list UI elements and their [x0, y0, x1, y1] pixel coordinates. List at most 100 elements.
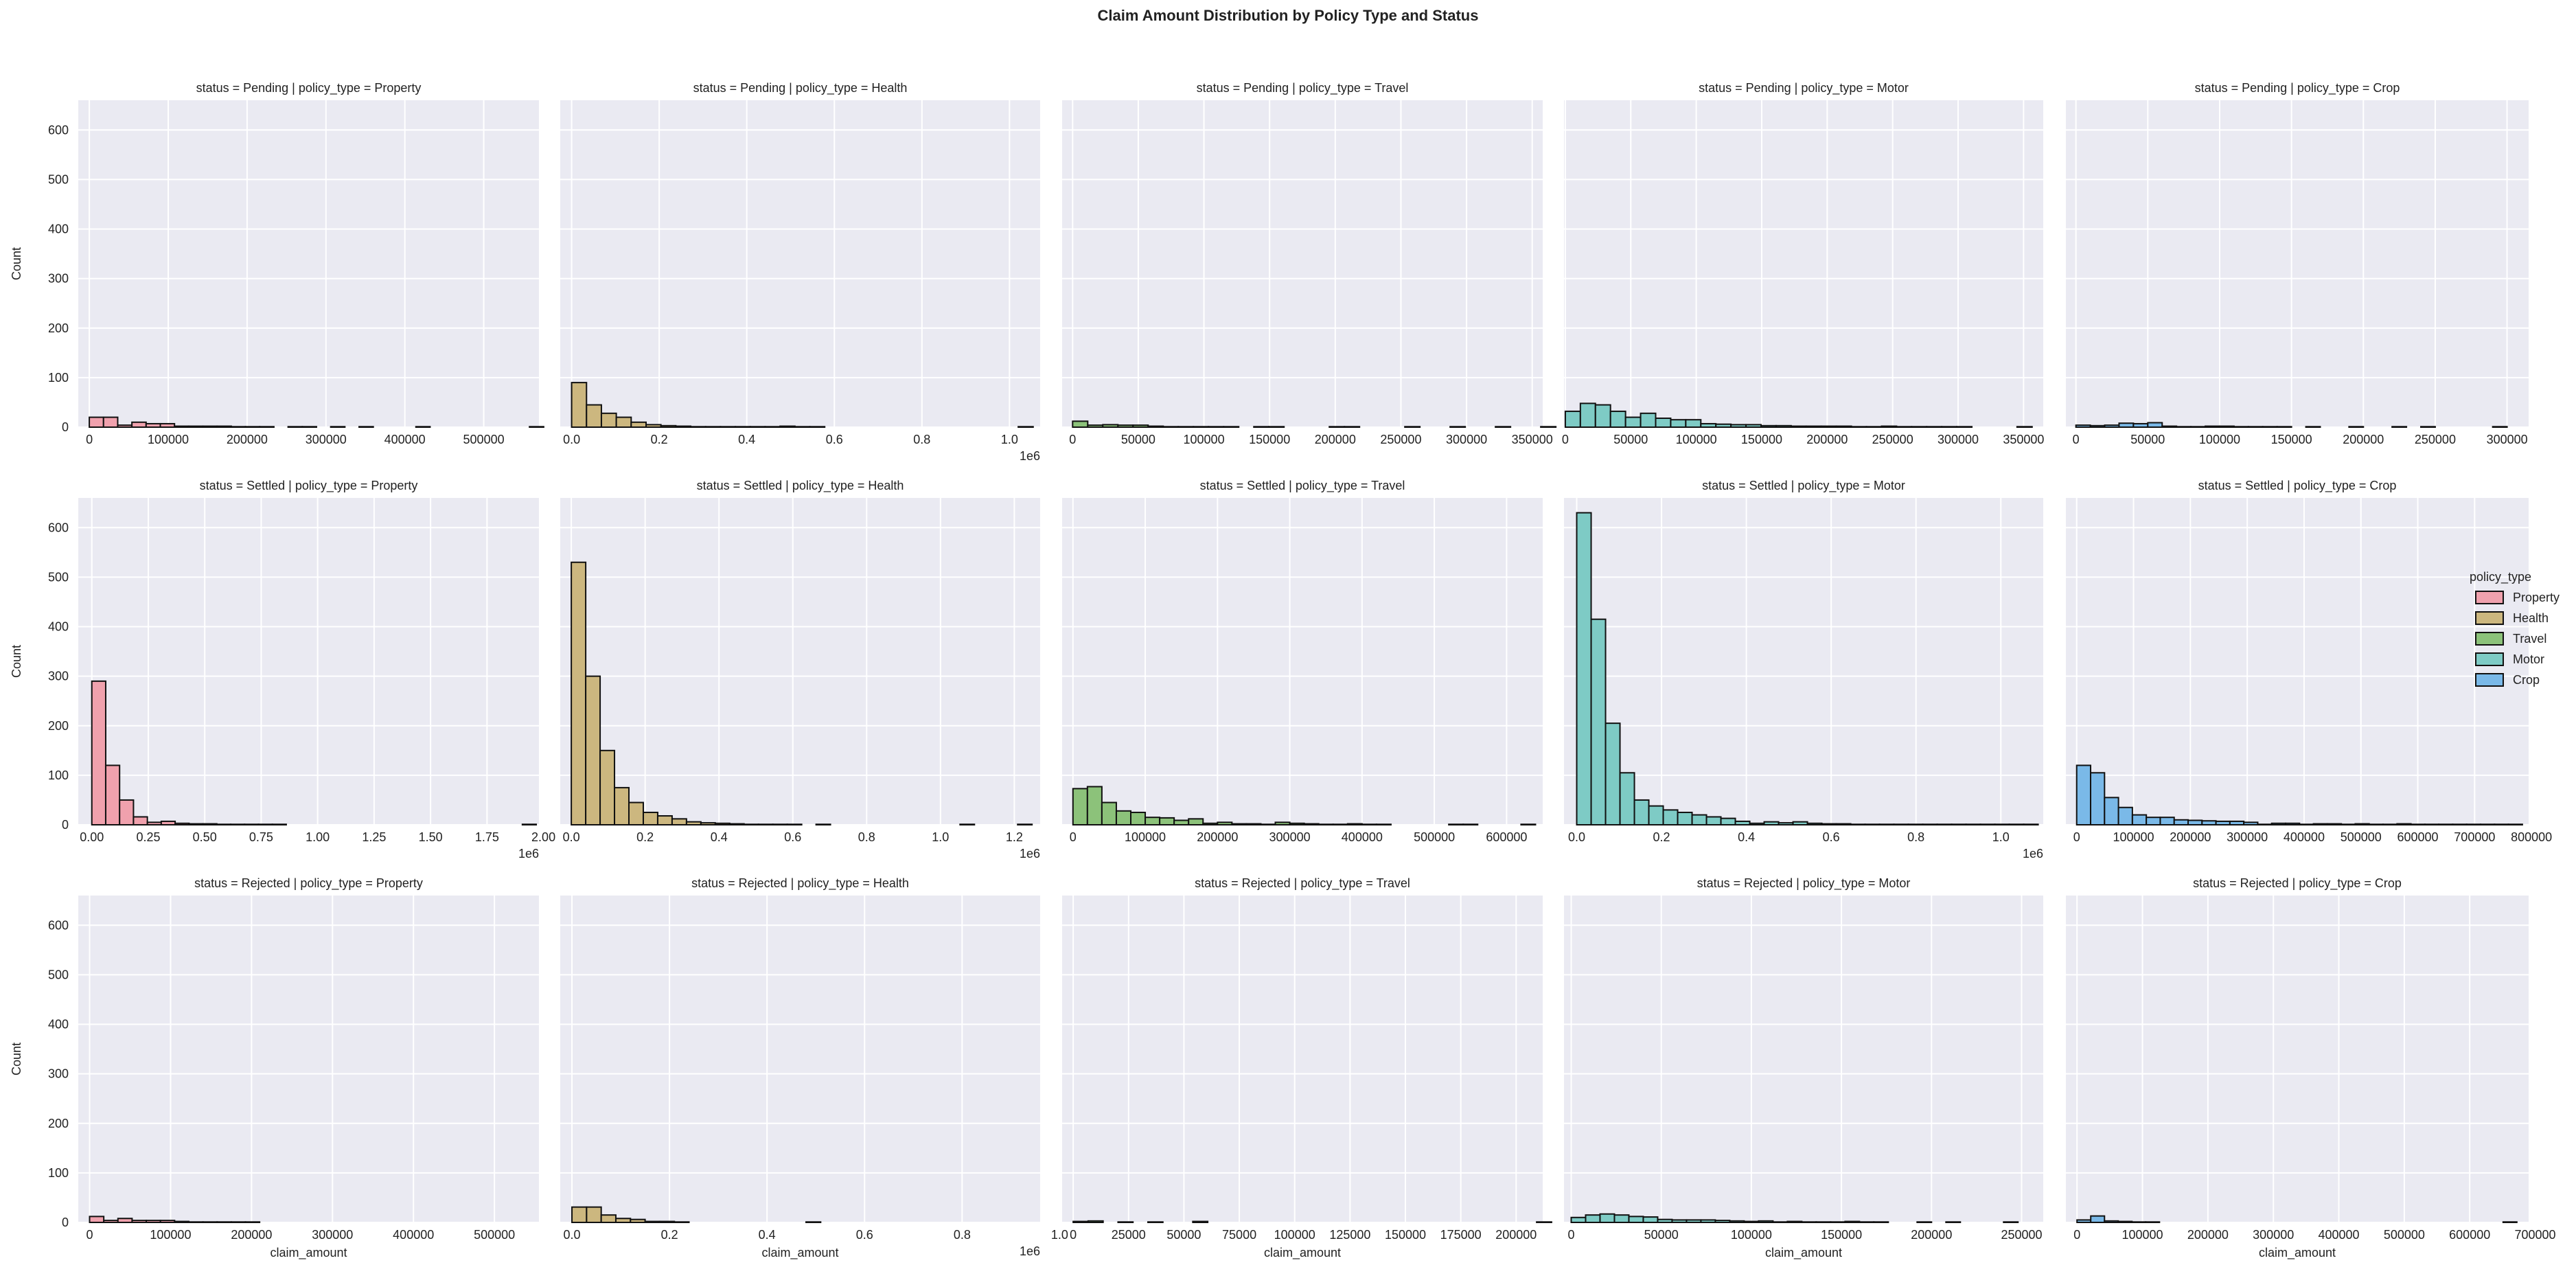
histogram-bar	[815, 823, 831, 826]
histogram-bar	[358, 426, 374, 429]
histogram-bar	[1691, 814, 1707, 826]
y-tick-label: 500	[48, 172, 69, 186]
histogram-bar	[614, 1218, 632, 1224]
histogram-bar	[2312, 823, 2328, 826]
histogram-bar	[1936, 823, 1953, 826]
histogram-bar	[1965, 823, 1981, 826]
histogram-bar	[1893, 823, 1909, 826]
histogram-bar	[2147, 422, 2163, 429]
x-tick-label: 75000	[1222, 1228, 1256, 1242]
histogram-bar	[1633, 799, 1650, 826]
x-axis-label: claim_amount	[761, 1246, 838, 1260]
histogram-bar	[2159, 817, 2175, 825]
x-tick-label: 0	[1069, 433, 1076, 446]
x-tick-label: 0.8	[1907, 830, 1924, 844]
facet-title: status = Rejected | policy_type = Proper…	[194, 876, 423, 891]
histogram-bar	[2270, 822, 2287, 825]
histogram-bar	[749, 426, 766, 429]
legend: policy_type Property Health Travel Motor Crop	[2470, 570, 2560, 687]
histogram-bar	[2090, 772, 2106, 825]
x-tick-label: 250000	[2415, 433, 2456, 446]
y-tick-label: 400	[48, 620, 69, 634]
x-tick-label: 0.2	[1653, 830, 1670, 844]
histogram-bar	[1594, 404, 1611, 429]
y-tick-label: 600	[48, 123, 69, 137]
histogram-bar	[1671, 1219, 1688, 1223]
panel-background	[560, 100, 1040, 427]
histogram-bar	[1318, 823, 1334, 826]
histogram-bar	[1763, 821, 1780, 826]
x-tick-label: 250000	[1380, 433, 1421, 446]
x-tick-label: 150000	[1249, 433, 1290, 446]
x-tick-label: 150000	[1385, 1228, 1426, 1242]
histogram-bar	[2305, 426, 2321, 429]
y-axis-label: Count	[10, 645, 23, 678]
x-tick-label: 600000	[2449, 1228, 2490, 1242]
histogram-bar	[700, 822, 716, 825]
y-tick-label: 200	[48, 321, 69, 335]
y-tick-label: 400	[48, 223, 69, 236]
histogram-bar	[1662, 809, 1679, 826]
panel-background	[1564, 896, 2043, 1222]
x-tick-label: 600000	[1486, 830, 1527, 844]
x-tick-label: 100000	[1125, 830, 1166, 844]
x-tick-label: 1.50	[419, 830, 443, 844]
histogram-bar	[89, 1216, 105, 1224]
x-tick-label: 250000	[2001, 1228, 2042, 1242]
histogram-bar	[1087, 1220, 1104, 1223]
histogram-bar	[1922, 823, 1938, 826]
facet-panel: status = Settled | policy_type = Crop 0 10…	[2066, 479, 2552, 844]
histogram-bar	[1775, 424, 1792, 429]
histogram-bar	[2424, 823, 2440, 826]
histogram-bar	[1805, 425, 1822, 428]
facet-title: status = Pending | policy_type = Motor	[1699, 81, 1909, 95]
histogram-bar	[671, 818, 687, 826]
histogram-bar	[571, 561, 587, 825]
histogram-bar	[1245, 823, 1262, 826]
histogram-bar	[1878, 823, 1895, 826]
histogram-bar	[2341, 823, 2356, 826]
x-axis-label: claim_amount	[1264, 1246, 1341, 1260]
x-tick-label: 0.0	[564, 1228, 581, 1242]
histogram-bar	[2368, 823, 2384, 826]
histogram-bar	[1907, 823, 1924, 826]
legend-swatch	[2475, 632, 2504, 646]
histogram-bar	[2492, 426, 2508, 429]
facet-panel: status = Settled | policy_type = Travel 0…	[1062, 479, 1543, 844]
histogram-bar	[1655, 418, 1672, 429]
histogram-bar	[1253, 426, 1270, 429]
x-offset-label: 1e6	[1020, 847, 1040, 861]
histogram-bar	[1147, 425, 1164, 428]
x-tick-label: 300000	[1269, 830, 1311, 844]
facet-title: status = Pending | policy_type = Propert…	[196, 81, 422, 95]
x-tick-label: 800000	[2511, 830, 2552, 844]
histogram-bar	[1072, 788, 1088, 826]
facet-title: status = Settled | policy_type = Motor	[1702, 479, 1905, 493]
histogram-bar	[2480, 823, 2496, 826]
histogram-bar	[1864, 823, 1881, 826]
histogram-bar	[1346, 823, 1363, 826]
histogram-bar	[1495, 426, 1512, 429]
histogram-bar	[1778, 822, 1794, 825]
histogram-bar	[1792, 821, 1808, 826]
y-tick-label: 0	[62, 1216, 69, 1229]
histogram-bar	[133, 816, 148, 825]
histogram-bars	[571, 382, 1034, 429]
x-tick-label: 0	[2073, 433, 2080, 446]
histogram-bar	[2173, 819, 2189, 825]
histogram-bar	[675, 425, 692, 428]
panel-background	[1564, 100, 2043, 427]
x-tick-label: 0	[1562, 433, 1569, 446]
legend-swatch	[2475, 611, 2504, 625]
panel-background	[78, 896, 539, 1222]
y-tick-label: 200	[48, 719, 69, 733]
histogram-bar	[160, 820, 176, 826]
y-tick-label: 200	[48, 1117, 69, 1130]
histogram-bar	[600, 1214, 617, 1223]
histogram-bar	[89, 416, 104, 428]
histogram-bar	[2131, 814, 2148, 826]
x-tick-label: 0	[1070, 830, 1077, 844]
histogram-bars	[91, 680, 538, 826]
facet-title: status = Rejected | policy_type = Health	[691, 876, 909, 891]
x-tick-label: 0.8	[858, 830, 875, 844]
